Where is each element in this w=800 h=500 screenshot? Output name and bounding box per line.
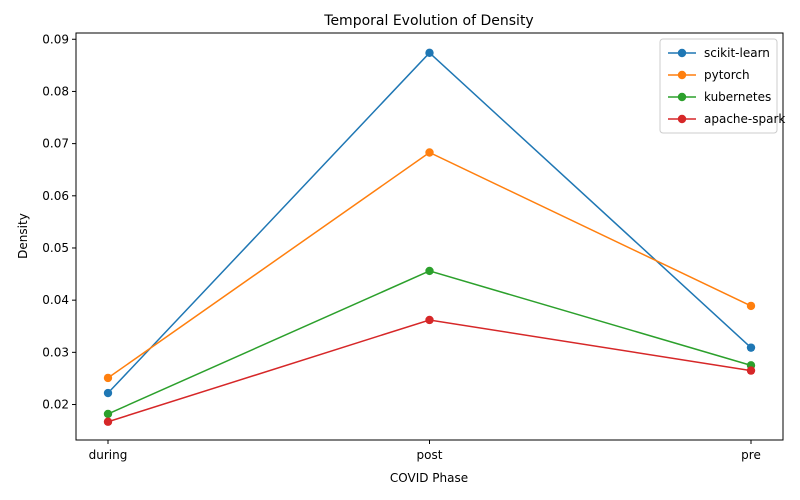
x-tick-label: pre	[741, 448, 761, 462]
legend-item: scikit-learn	[668, 46, 770, 60]
x-tick-label: post	[417, 448, 443, 462]
chart-title: Temporal Evolution of Density	[323, 13, 533, 29]
y-tick-label: 0.06	[42, 189, 69, 203]
legend-label: pytorch	[704, 68, 750, 82]
series-line	[107, 151, 752, 379]
data-point	[425, 315, 434, 325]
series-line	[107, 270, 752, 415]
legend: scikit-learn pytorch kubernetes apache-spar…	[659, 38, 785, 134]
series-scikit-learn	[103, 48, 756, 398]
series-line	[107, 51, 752, 394]
x-tick-label: during	[89, 448, 128, 462]
data-point	[425, 48, 434, 58]
legend-item: pytorch	[668, 68, 750, 82]
legend-marker	[677, 92, 687, 102]
data-point	[425, 148, 434, 157]
data-point	[425, 266, 434, 276]
data-point	[103, 409, 113, 419]
plot-area	[103, 48, 756, 426]
legend-item: kubernetes	[668, 90, 771, 104]
x-axis-label: COVID Phase	[390, 471, 468, 485]
data-point	[103, 417, 113, 426]
data-point	[103, 373, 113, 383]
y-tick-label: 0.07	[42, 137, 69, 151]
legend-box	[659, 38, 778, 134]
y-tick-label: 0.04	[42, 293, 69, 307]
legend-item: apache-spark	[668, 112, 785, 126]
series-kubernetes	[103, 266, 756, 419]
legend-label: scikit-learn	[704, 46, 770, 60]
y-axis-label: Density	[16, 213, 30, 259]
y-tick-label: 0.02	[42, 398, 69, 412]
y-axis: 0.02 0.03 0.04 0.05 0.06 0.07 0.08 0.09	[42, 32, 76, 412]
legend-marker	[677, 70, 687, 80]
data-point	[746, 343, 756, 352]
legend-label: apache-spark	[704, 112, 785, 126]
x-axis: during post pre	[89, 440, 761, 462]
y-tick-label: 0.08	[42, 84, 69, 98]
y-tick-label: 0.03	[42, 345, 69, 359]
y-tick-label: 0.05	[42, 241, 69, 255]
series-apache-spark	[103, 315, 756, 426]
y-tick-label: 0.09	[42, 32, 69, 46]
data-point	[103, 388, 113, 398]
legend-marker	[677, 48, 687, 58]
legend-label: kubernetes	[704, 90, 771, 104]
data-point	[746, 366, 756, 375]
data-point	[746, 301, 756, 311]
legend-marker	[677, 114, 687, 124]
series-pytorch	[103, 148, 756, 383]
